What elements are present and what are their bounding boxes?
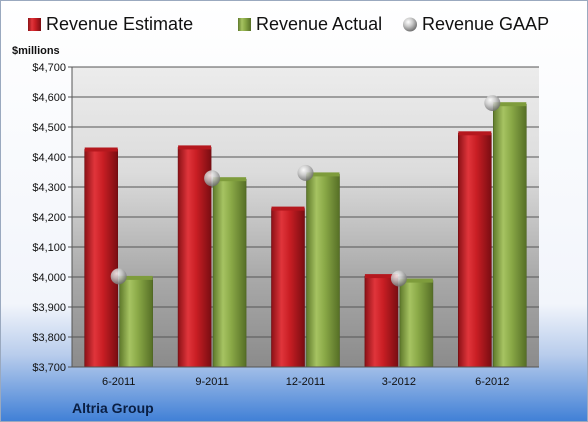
y-tick-label: $4,300 — [32, 182, 66, 194]
x-tick-label: 9-2011 — [195, 376, 228, 388]
marker-revenue-gaap — [484, 95, 501, 111]
y-tick-label: $4,600 — [32, 92, 66, 104]
bar-revenue-actual-cap — [399, 278, 433, 283]
marker-revenue-gaap — [390, 270, 407, 287]
bar-revenue-actual-cap — [306, 172, 340, 177]
bar-revenue-actual — [492, 103, 527, 368]
bar-revenue-estimate — [84, 149, 118, 368]
bar-revenue-actual-cap — [493, 102, 527, 107]
green-square-icon — [238, 18, 251, 31]
unit-label: $millions — [12, 45, 60, 57]
x-tick-label: 6-2011 — [102, 376, 135, 388]
gaap-markers — [110, 95, 501, 287]
y-tick-label: $3,700 — [32, 362, 66, 374]
marker-revenue-gaap — [110, 268, 127, 285]
y-tick-label: $4,200 — [32, 212, 66, 224]
red-square-icon — [28, 18, 41, 31]
y-tick-label: $4,500 — [32, 122, 66, 134]
y-axis: $3,700 $3,800 $3,900 $4,000 $4,100 $4,200 $4,3… — [32, 62, 73, 374]
marker-revenue-gaap — [297, 164, 314, 181]
bar-revenue-actual — [399, 280, 434, 368]
legend: Revenue Estimate Revenue Actual Revenue … — [28, 14, 549, 34]
legend-label-revenue-gaap: Revenue GAAP — [422, 14, 549, 34]
y-tick-label: $4,100 — [32, 242, 66, 254]
y-tick-label: $4,400 — [32, 152, 66, 164]
legend-label-revenue-estimate: Revenue Estimate — [46, 14, 193, 34]
bar-revenue-estimate — [271, 208, 305, 368]
bar-revenue-estimate-cap — [271, 206, 305, 211]
x-axis: 6-2011 9-2011 12-2011 3-2012 6-2012 — [72, 366, 539, 388]
bar-revenue-actual — [212, 178, 247, 368]
bars — [84, 102, 527, 368]
marker-revenue-gaap — [204, 170, 221, 187]
bar-revenue-estimate — [177, 147, 212, 368]
y-tick-label: $3,800 — [32, 332, 66, 344]
bar-revenue-actual — [119, 277, 153, 368]
x-tick-label: 3-2012 — [382, 376, 416, 388]
bar-revenue-actual-cap — [119, 275, 153, 280]
legend-label-revenue-actual: Revenue Actual — [256, 14, 382, 34]
y-tick-label: $4,000 — [32, 272, 66, 284]
x-tick-label: 12-2011 — [286, 376, 326, 388]
bar-revenue-actual-cap — [213, 177, 247, 182]
y-tick-label: $3,900 — [32, 302, 66, 314]
bar-revenue-estimate-cap — [458, 131, 492, 136]
x-tick-label: 6-2012 — [475, 376, 509, 388]
bar-revenue-estimate-cap — [178, 145, 212, 150]
bar-revenue-estimate-cap — [364, 274, 398, 279]
bar-revenue-estimate — [364, 275, 399, 368]
y-tick-label: $4,700 — [32, 62, 66, 74]
bar-revenue-estimate — [457, 133, 492, 368]
bar-revenue-actual — [306, 174, 340, 368]
company-label: Altria Group — [72, 400, 154, 416]
gray-sphere-icon — [403, 17, 417, 32]
bar-revenue-estimate-cap — [84, 147, 118, 152]
